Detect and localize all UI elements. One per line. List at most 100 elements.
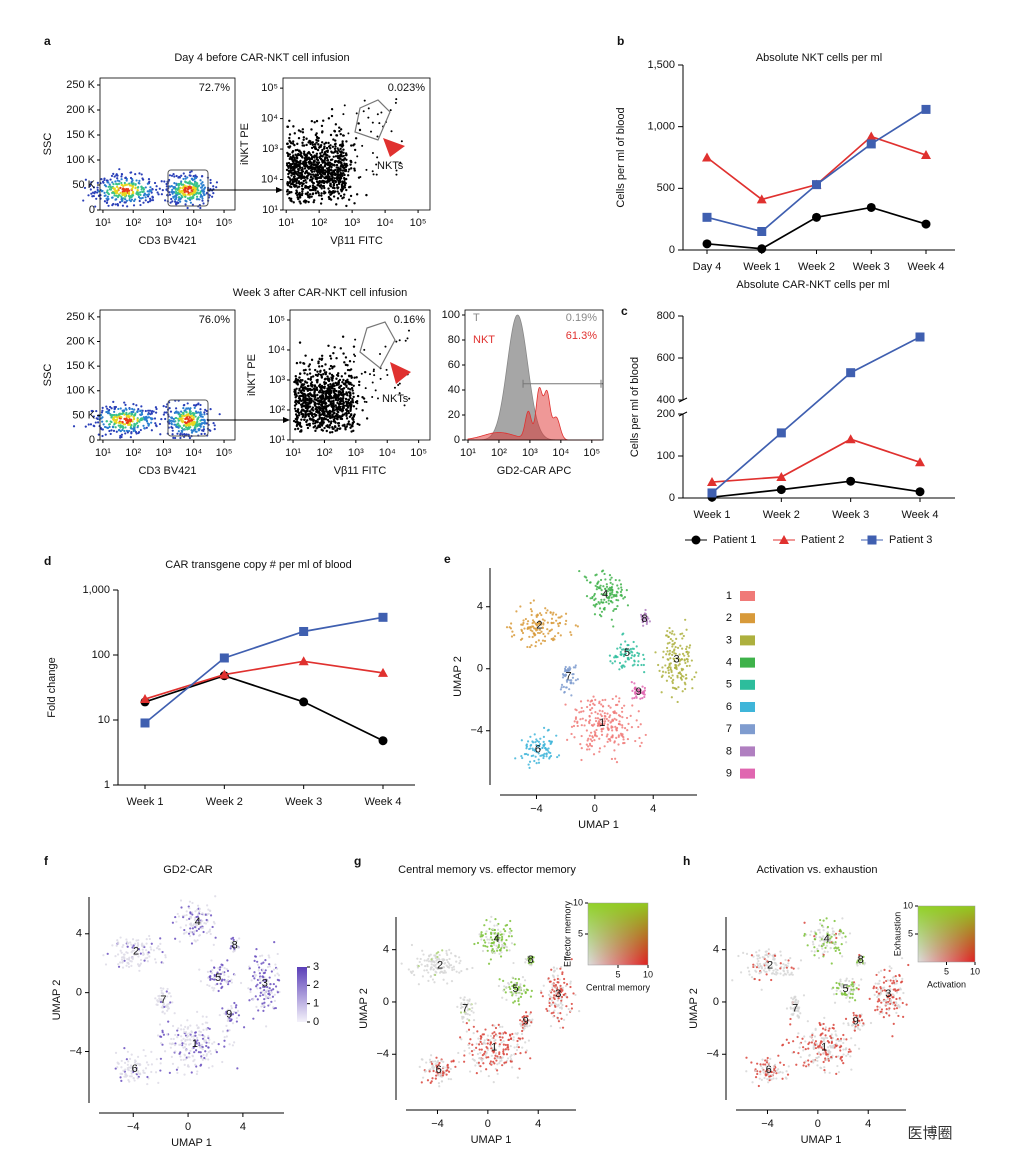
cell-dot — [328, 184, 332, 187]
cell-dot — [668, 653, 671, 656]
cell-dot — [171, 192, 174, 195]
cell-dot — [572, 682, 575, 685]
cell-dot — [287, 172, 290, 176]
cell-dot — [334, 429, 337, 432]
cell-dot — [261, 975, 264, 978]
cell-dot — [617, 599, 620, 602]
cell-dot — [573, 736, 576, 739]
cell-dot — [331, 171, 334, 174]
cell-dot — [200, 1056, 203, 1060]
cell-dot — [560, 686, 563, 689]
cell-dot — [535, 629, 538, 632]
cell-dot — [328, 409, 332, 413]
cell-dot — [270, 991, 273, 994]
cell-dot — [184, 187, 187, 190]
y-tick-label: 10² — [269, 404, 285, 416]
cell-dot — [129, 959, 132, 963]
cell-dot — [113, 175, 116, 178]
cell-dot — [307, 160, 311, 164]
cell-dot — [307, 167, 311, 170]
cell-dot — [311, 375, 315, 378]
cell-dot — [520, 739, 523, 742]
x-tick-label: 10³ — [156, 217, 172, 229]
cell-dot — [142, 187, 145, 190]
cell-dot — [316, 370, 319, 373]
cell-dot — [174, 1050, 177, 1053]
cell-dot — [197, 429, 200, 432]
cell-dot — [252, 1017, 255, 1020]
cell-dot — [133, 414, 136, 417]
cell-dot — [321, 161, 325, 164]
cell-dot — [609, 581, 612, 584]
cell-dot — [544, 607, 547, 610]
cell-dot — [372, 173, 375, 176]
cell-dot — [175, 190, 178, 193]
cell-dot — [112, 429, 116, 432]
cell-dot — [298, 421, 302, 425]
cell-dot — [203, 419, 206, 422]
cell-dot — [194, 174, 197, 177]
cell-dot — [209, 932, 212, 936]
cell-dot — [121, 184, 124, 187]
cell-dot — [529, 629, 532, 632]
cell-dot — [121, 425, 124, 428]
y-axis-label: Cells per ml of blood — [615, 107, 627, 207]
cell-dot — [201, 415, 204, 418]
cell-dot — [322, 401, 326, 405]
cell-dot — [228, 1043, 231, 1046]
cell-dot — [311, 155, 314, 158]
cell-dot — [176, 432, 179, 435]
cell-dot — [114, 203, 117, 206]
cell-dot — [142, 194, 146, 197]
cell-dot — [173, 436, 177, 440]
cell-dot — [150, 411, 153, 414]
cell-dot — [305, 181, 308, 184]
cell-dot — [547, 747, 550, 750]
cell-dot — [345, 417, 349, 420]
cell-dot — [319, 401, 322, 404]
cell-dot — [186, 206, 189, 210]
cell-dot — [637, 660, 640, 663]
cell-dot — [192, 1059, 195, 1063]
cell-dot — [135, 404, 138, 407]
cell-dot — [125, 419, 128, 422]
cell-dot — [611, 719, 615, 722]
cell-dot — [308, 179, 312, 182]
cell-dot — [542, 735, 546, 739]
cell-dot — [365, 168, 368, 171]
cell-dot — [276, 952, 279, 956]
x-tick-label: 10⁴ — [377, 217, 394, 229]
cell-dot — [143, 192, 146, 195]
cell-dot — [565, 619, 568, 622]
cell-dot — [372, 370, 375, 373]
cell-dot — [590, 712, 593, 715]
cell-dot — [564, 612, 568, 615]
cell-dot — [109, 414, 112, 417]
cell-dot — [233, 973, 237, 976]
cell-dot — [194, 1063, 197, 1066]
cell-dot — [178, 419, 181, 422]
cell-dot — [176, 1029, 179, 1032]
cell-dot — [113, 410, 116, 413]
cell-dot — [211, 195, 214, 198]
cell-dot — [138, 172, 141, 175]
cell-dot — [352, 384, 355, 387]
cell-dot — [199, 1051, 202, 1054]
cell-dot — [128, 407, 131, 411]
cell-dot — [297, 391, 300, 395]
cell-dot — [308, 387, 312, 391]
cell-dot — [615, 760, 619, 764]
cell-dot — [134, 942, 137, 945]
cell-dot — [191, 1054, 194, 1057]
cell-dot — [611, 591, 614, 594]
cell-dot — [528, 627, 531, 630]
cell-dot — [93, 425, 96, 428]
cell-dot — [317, 424, 320, 427]
cell-dot — [568, 688, 571, 691]
cell-dot — [205, 1053, 209, 1056]
cell-dot — [335, 203, 338, 206]
cell-dot — [680, 678, 683, 681]
cell-dot — [108, 183, 111, 186]
cell-dot — [349, 163, 352, 166]
cell-dot — [294, 375, 297, 378]
